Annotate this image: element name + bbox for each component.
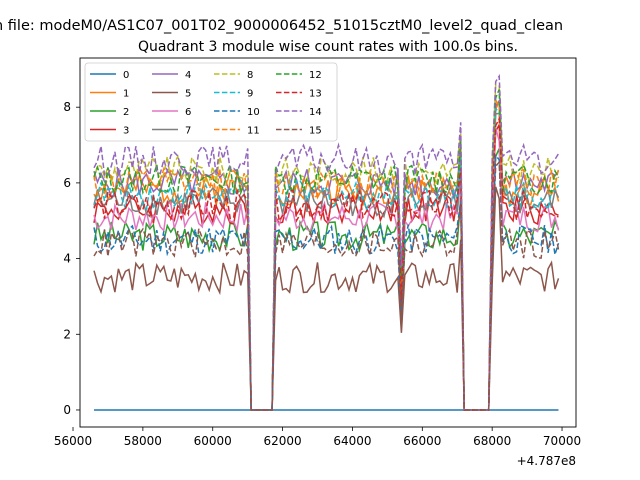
legend-label-9: 9 [247,89,253,100]
plot-frame [79,57,577,428]
x-tick-label: 62000 [263,434,301,448]
legend-label-11: 11 [247,126,260,137]
legend-label-1: 1 [123,89,129,100]
legend-label-6: 6 [185,107,191,118]
legend-label-13: 13 [309,89,322,100]
legend-label-7: 7 [185,126,191,137]
y-tick-label: 6 [63,176,71,190]
legend-label-4: 4 [185,70,191,81]
legend-frame [84,62,338,142]
x-tick-label: 64000 [333,434,371,448]
legend-label-2: 2 [123,107,129,118]
y-axis-ticks: 0 2 4 6 8 [63,100,80,417]
x-tick-label: 58000 [124,434,162,448]
legend-label-3: 3 [123,126,129,137]
y-tick-label: 4 [63,252,71,266]
series-layer [93,73,560,411]
y-tick-label: 0 [63,403,71,417]
series-line-12 [93,89,560,411]
series-line-14 [93,73,560,411]
x-tick-label: 60000 [194,434,232,448]
x-tick-label: 66000 [403,434,441,448]
x-tick-label: 68000 [473,434,511,448]
x-axis-ticks: 56000 58000 60000 62000 64000 66000 68000 70000 [54,427,581,448]
figure-suptitle: n file: modeM0/AS1C07_001T02_9000006452_… [0,18,563,34]
x-tick-label: 56000 [54,434,92,448]
legend-label-15: 15 [309,126,322,137]
series-line-15 [93,160,560,411]
x-tick-label: 70000 [543,434,581,448]
legend-label-12: 12 [309,70,322,81]
legend-label-8: 8 [247,70,253,81]
legend-label-5: 5 [185,89,191,100]
y-tick-label: 2 [63,327,71,341]
chart-title: Quadrant 3 module wise count rates with … [138,39,518,55]
x-axis-offset-label: +4.787e8 [517,454,576,468]
legend-label-10: 10 [247,107,260,118]
series-line-11 [93,97,560,411]
y-tick-label: 8 [63,100,71,114]
legend-label-0: 0 [123,70,129,81]
legend-label-14: 14 [309,107,322,118]
